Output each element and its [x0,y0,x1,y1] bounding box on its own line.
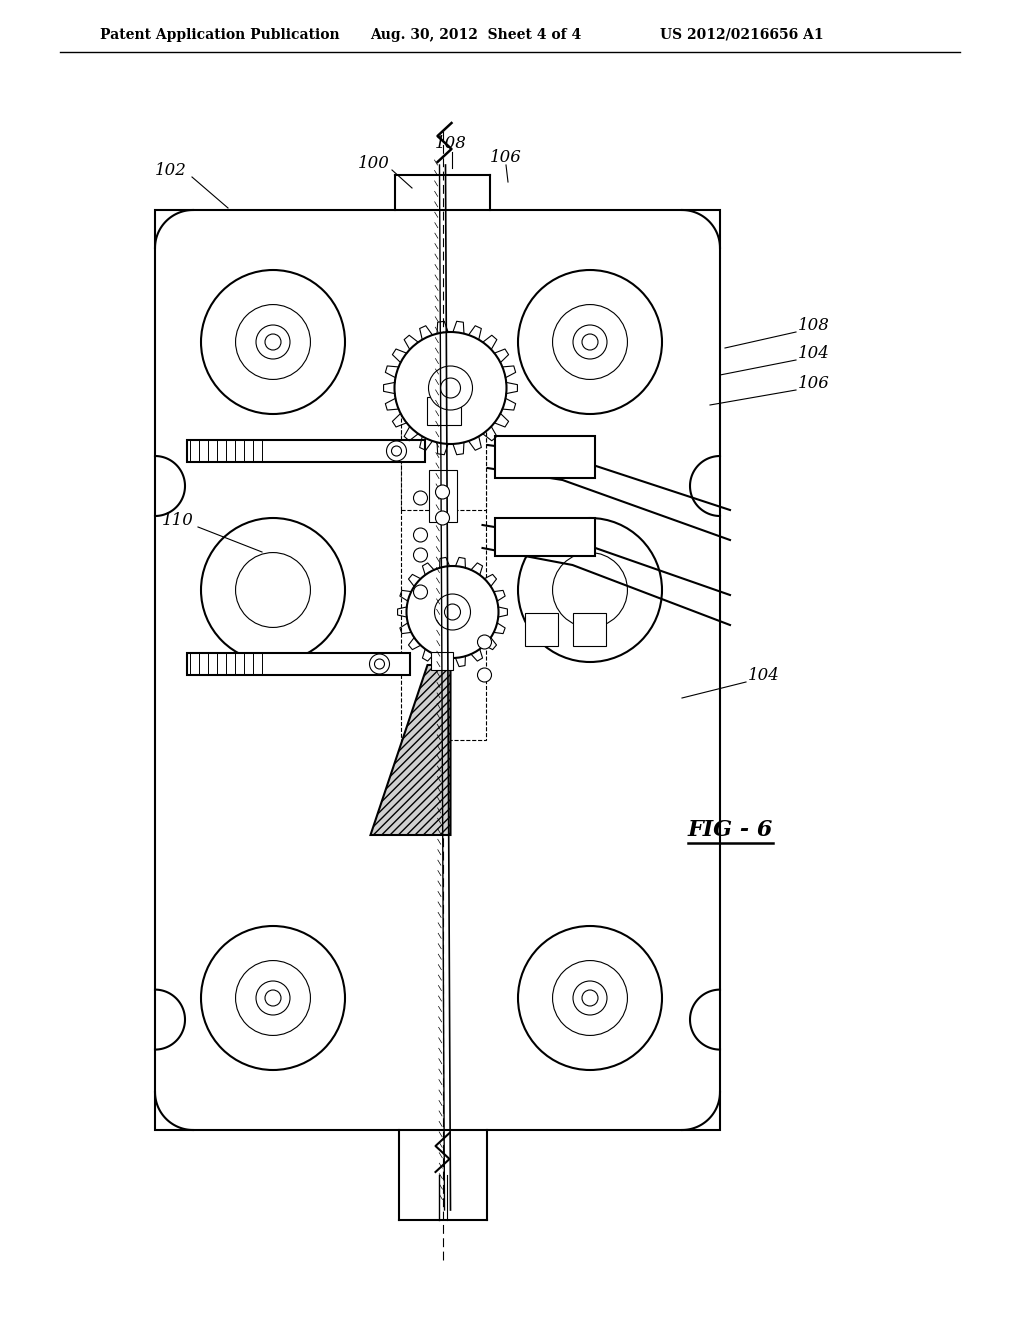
Circle shape [265,334,281,350]
Circle shape [201,927,345,1071]
Circle shape [414,548,427,562]
Text: 106: 106 [490,149,522,166]
Bar [400,430,485,741]
Circle shape [573,981,607,1015]
Text: FIG - 6: FIG - 6 [688,818,773,841]
Circle shape [553,961,628,1035]
Circle shape [414,585,427,599]
Text: US 2012/0216656 A1: US 2012/0216656 A1 [660,28,823,42]
Circle shape [386,441,407,461]
Circle shape [435,484,450,499]
Circle shape [414,491,427,506]
Circle shape [370,653,389,675]
Circle shape [428,366,472,411]
Bar [524,612,557,645]
Text: 102: 102 [155,162,186,180]
Bar [400,389,485,510]
Bar [495,436,595,478]
Circle shape [236,553,310,627]
Circle shape [477,668,492,682]
Circle shape [582,990,598,1006]
Polygon shape [371,665,451,836]
Bar [428,470,457,521]
Circle shape [440,378,461,399]
Circle shape [553,553,628,627]
Text: Patent Application Publication: Patent Application Publication [100,28,340,42]
Text: 104: 104 [748,667,780,684]
Bar [495,517,595,556]
Circle shape [435,511,450,525]
Circle shape [518,517,662,663]
Circle shape [444,605,461,620]
Bar [427,397,461,425]
Text: 108: 108 [435,135,467,152]
Text: 106: 106 [798,375,829,392]
Circle shape [434,594,470,630]
Circle shape [582,334,598,350]
Bar [187,653,410,675]
Bar [572,612,605,645]
Circle shape [553,305,628,379]
Circle shape [256,325,290,359]
Text: 110: 110 [162,512,194,529]
Text: 108: 108 [798,317,829,334]
Bar [430,652,453,671]
Circle shape [256,981,290,1015]
Circle shape [414,528,427,543]
Circle shape [236,961,310,1035]
Circle shape [477,635,492,649]
Circle shape [518,927,662,1071]
Circle shape [394,333,507,444]
Circle shape [573,325,607,359]
Bar [187,440,425,462]
Circle shape [375,659,384,669]
Circle shape [391,446,401,455]
Text: 100: 100 [358,154,390,172]
Circle shape [518,271,662,414]
Circle shape [201,271,345,414]
Circle shape [407,566,499,657]
Circle shape [236,305,310,379]
Text: 104: 104 [798,345,829,362]
Bar [155,210,720,1130]
Text: Aug. 30, 2012  Sheet 4 of 4: Aug. 30, 2012 Sheet 4 of 4 [370,28,582,42]
Circle shape [265,990,281,1006]
Circle shape [201,517,345,663]
